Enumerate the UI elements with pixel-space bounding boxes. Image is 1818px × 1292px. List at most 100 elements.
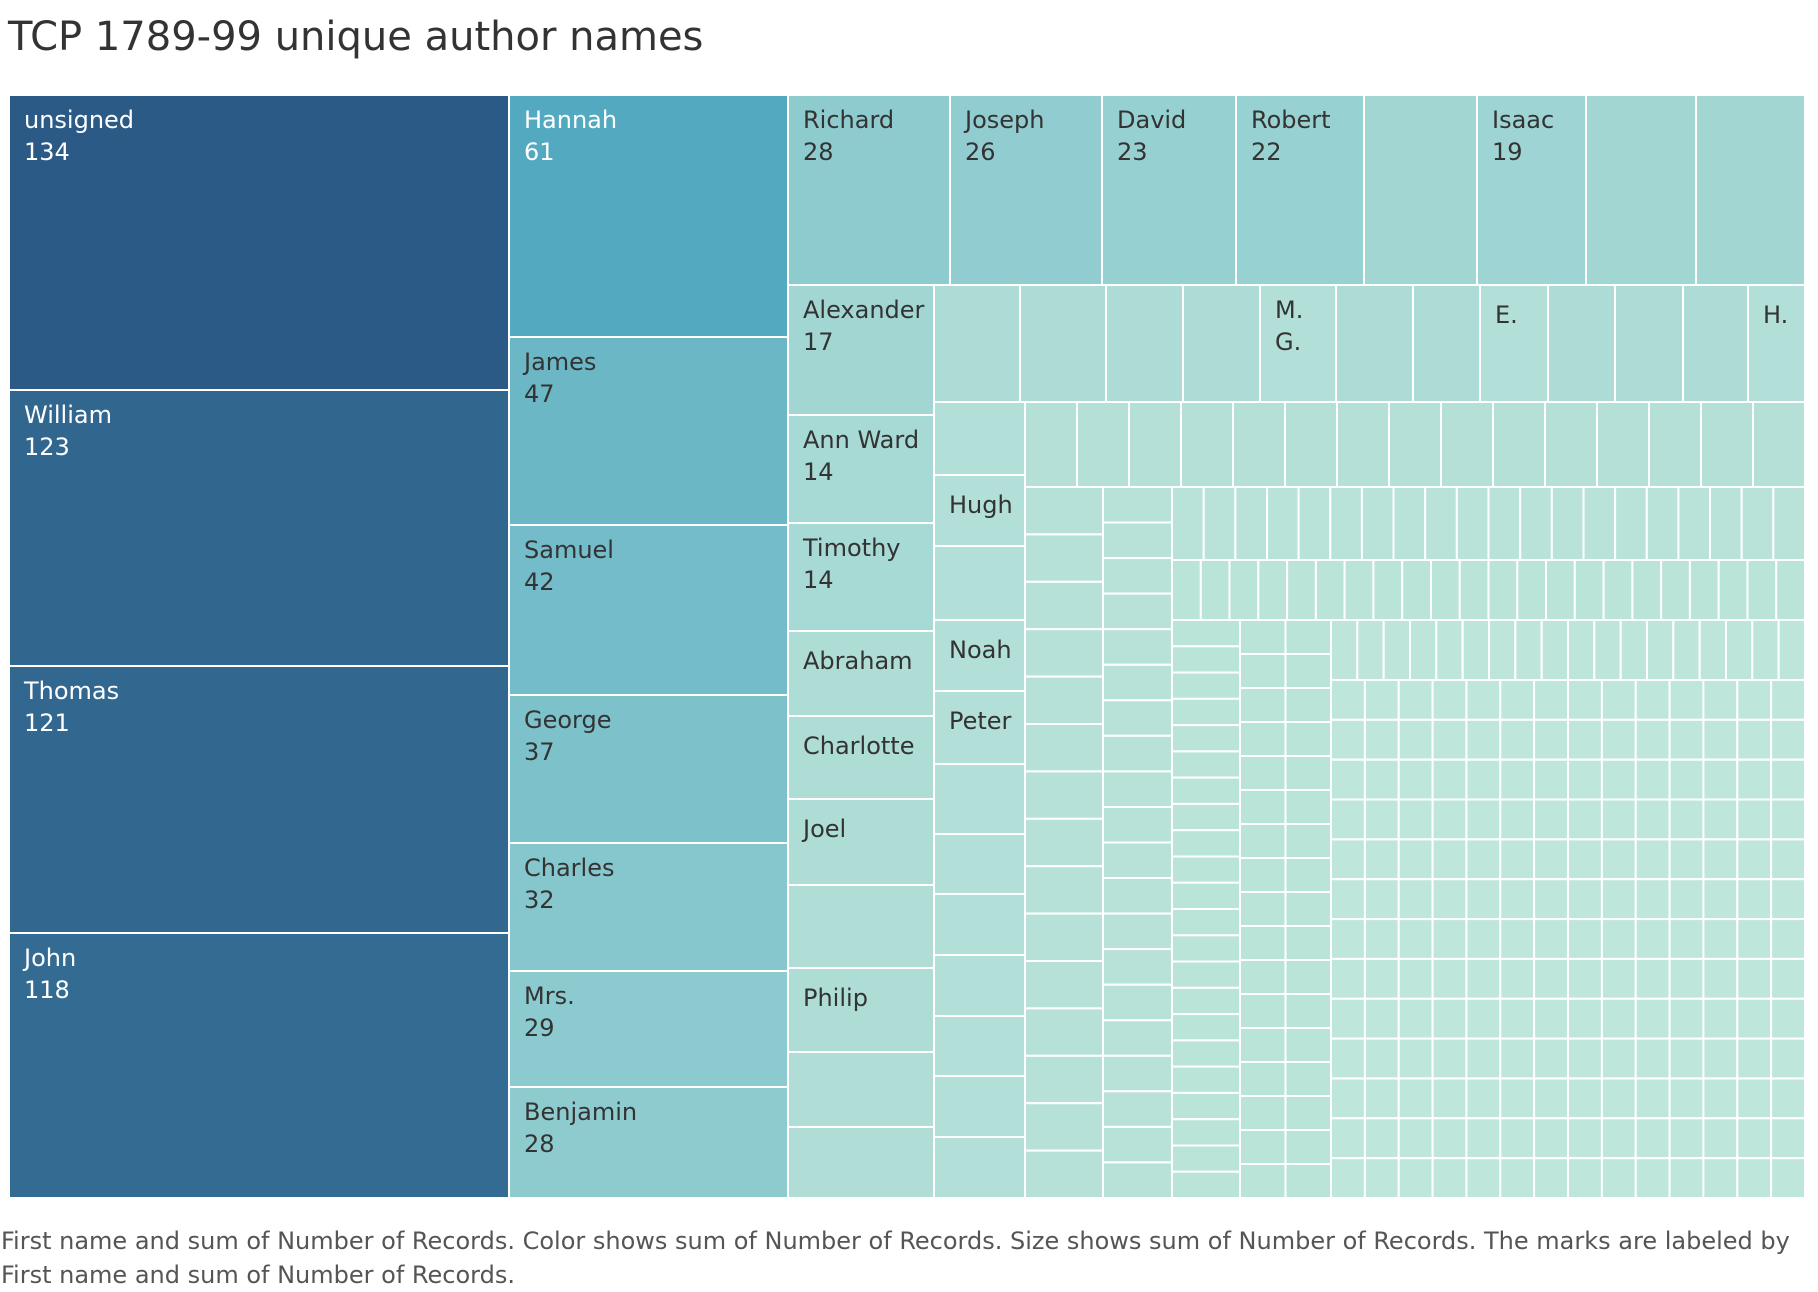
treemap-cell[interactable] [1397,838,1434,881]
treemap-cell[interactable] [1024,1007,1104,1057]
treemap-cell[interactable] [1257,559,1289,621]
treemap-cell[interactable] [1102,1054,1173,1093]
treemap-cell-charles[interactable] [508,842,789,972]
treemap-cell[interactable] [1024,770,1104,820]
treemap-cell[interactable] [1499,1157,1536,1199]
treemap-cell[interactable] [1634,838,1671,881]
treemap-cell[interactable] [933,284,1021,403]
treemap-cell[interactable] [787,1051,935,1128]
treemap-cell[interactable] [1567,838,1603,881]
treemap-cell[interactable] [1499,758,1536,801]
treemap-cell[interactable] [1668,758,1705,801]
treemap-cell[interactable] [1363,798,1400,841]
treemap-cell[interactable] [1286,559,1317,621]
treemap-cell-timothy[interactable] [787,522,935,632]
treemap-cell[interactable] [1401,559,1432,621]
treemap-cell[interactable] [1284,823,1332,859]
treemap-cell[interactable] [1171,1013,1241,1042]
treemap-cell[interactable] [1102,806,1173,844]
treemap-cell[interactable] [1751,619,1780,681]
treemap-cell[interactable] [1102,770,1173,809]
treemap-cell[interactable] [1024,817,1104,868]
treemap-cell[interactable] [1646,619,1675,681]
treemap-cell[interactable] [1239,1163,1287,1199]
treemap-cell[interactable] [1397,679,1434,721]
treemap-cell[interactable] [1567,798,1603,841]
treemap-cell[interactable] [933,545,1026,621]
treemap-cell[interactable] [1770,957,1806,1000]
treemap-cell[interactable] [1545,559,1576,621]
treemap-cell-noah[interactable] [933,619,1026,692]
treemap-cell[interactable] [1492,401,1546,488]
treemap-cell[interactable] [1634,1117,1671,1160]
treemap-cell[interactable] [1330,838,1366,881]
treemap-cell[interactable] [1335,284,1414,403]
treemap-cell[interactable] [1465,1157,1502,1199]
treemap-cell[interactable] [1171,986,1241,1016]
treemap-cell[interactable] [1672,619,1701,681]
treemap-cell[interactable] [1239,857,1287,893]
treemap-cell[interactable] [1424,486,1458,561]
treemap-cell[interactable] [1388,401,1442,488]
treemap-cell[interactable] [1547,284,1616,403]
treemap-cell[interactable] [1239,1129,1287,1165]
treemap-cell[interactable] [1465,679,1502,721]
treemap-cell[interactable] [1284,653,1332,689]
treemap-cell[interactable] [1533,997,1569,1040]
treemap-cell[interactable] [1550,486,1585,561]
treemap-cell[interactable] [1239,721,1287,757]
treemap-cell[interactable] [1567,1077,1603,1120]
treemap-cell[interactable] [1487,559,1519,621]
treemap-cell[interactable] [1740,486,1775,561]
treemap-cell[interactable] [1465,1077,1502,1120]
treemap-cell[interactable] [1775,559,1806,621]
treemap-cell[interactable] [1533,718,1569,761]
treemap-cell[interactable] [933,954,1026,1017]
treemap-cell[interactable] [1284,1163,1332,1199]
treemap-cell-james[interactable] [508,336,789,526]
treemap-cell[interactable] [1645,486,1680,561]
treemap-cell[interactable] [1465,1037,1502,1080]
treemap-cell[interactable] [933,1136,1026,1199]
treemap-cell[interactable] [1330,1037,1366,1080]
treemap-cell[interactable] [1770,838,1806,881]
treemap-cell[interactable] [1573,559,1605,621]
treemap-cell[interactable] [1702,798,1739,841]
treemap-cell[interactable] [1330,718,1366,761]
treemap-cell[interactable] [1431,1077,1468,1120]
treemap-cell[interactable] [1770,997,1806,1040]
treemap-cell[interactable] [1770,758,1806,801]
treemap-cell[interactable] [1533,918,1569,960]
treemap-cell[interactable] [1487,486,1522,561]
treemap-cell[interactable] [1171,619,1241,648]
treemap-cell[interactable] [1465,798,1502,841]
treemap-cell[interactable] [1533,1077,1569,1120]
treemap-cell[interactable] [1682,284,1749,403]
treemap-cell[interactable] [1600,1037,1637,1080]
treemap-cell[interactable] [1499,918,1536,960]
treemap-cell[interactable] [1634,957,1671,1000]
treemap-cell[interactable] [1284,687,1332,723]
treemap-cell[interactable] [1239,755,1287,791]
treemap-cell[interactable] [1314,559,1346,621]
treemap-cell[interactable] [1102,734,1173,773]
treemap-cell[interactable] [1102,948,1173,986]
treemap-cell[interactable] [1363,679,1400,721]
treemap-cell[interactable] [1239,925,1287,961]
treemap-cell[interactable] [1770,1077,1806,1120]
treemap-cell[interactable] [1736,957,1773,1000]
treemap-cell[interactable] [1634,1037,1671,1080]
treemap-cell[interactable] [1499,957,1536,1000]
treemap-cell[interactable] [1102,877,1173,915]
treemap-cell[interactable] [1431,997,1468,1040]
treemap-cell-hugh[interactable] [933,474,1026,547]
treemap-cell[interactable] [1128,401,1182,488]
treemap-cell[interactable] [1343,559,1375,621]
treemap-cell[interactable] [1702,957,1739,1000]
treemap-cell[interactable] [1076,401,1130,488]
treemap-cell[interactable] [1239,789,1287,825]
treemap-cell[interactable] [1533,957,1569,1000]
treemap-cell[interactable] [1431,918,1468,960]
treemap-cell-charlotte[interactable] [787,715,935,800]
treemap-cell[interactable] [1465,1117,1502,1160]
